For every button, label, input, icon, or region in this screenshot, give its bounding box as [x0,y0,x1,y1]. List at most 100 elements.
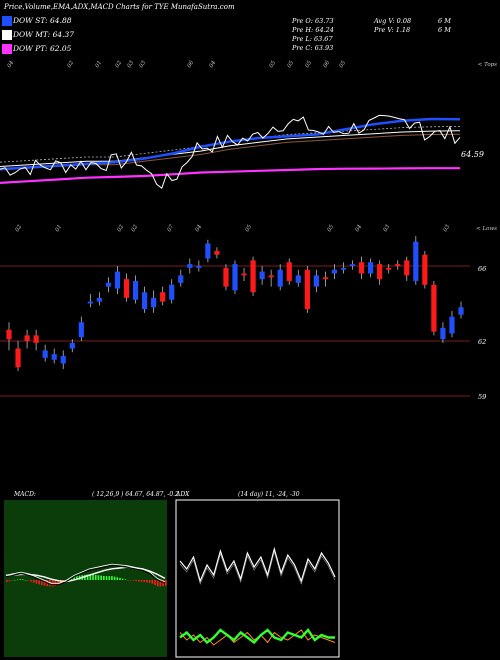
candle-body-31 [286,262,292,281]
legend-label-mt: DOW MT: 64.37 [13,30,75,39]
legend-label-pt: DOW PT: 62.05 [13,44,72,53]
candle-body-21 [196,266,202,268]
price-level-66: 66 [478,265,486,273]
legend-label-st: DOW ST: 64.88 [13,16,72,25]
legend-swatch-mt [2,30,12,40]
candle-body-0 [6,329,12,340]
panel2-date-label-1: 01 [55,224,64,233]
macd-line-highlight [5,563,166,584]
candle-body-17 [160,292,166,302]
candle-body-4 [42,350,48,358]
macd-hist-bar-36 [103,575,105,580]
candle-body-18 [169,284,175,300]
candle-body-49 [449,316,455,334]
legend-swatch-st [2,16,12,26]
macd-hist-bar-55 [154,580,156,586]
candle-body-13 [123,279,130,298]
panel2-right-label: < Lows [476,226,497,232]
candle-body-3 [33,335,39,343]
candle-body-30 [277,269,283,287]
macd-hist-bar-3 [14,579,16,581]
panel1-right-label: < Tops [478,62,497,68]
macd-hist-bar-56 [156,580,159,587]
st-line [0,117,461,171]
panel1-last-value: 64.59 [461,150,484,159]
panel1-date-label-10: 05 [305,60,314,69]
adx-line [179,546,336,583]
macd-hist-bar-42 [119,577,121,580]
macd-hist-bar-49 [138,580,140,582]
panel2-date-label-0: 02 [15,224,24,233]
macd-hist-bar-59 [165,580,167,586]
macd-hist-bar-20 [59,580,62,585]
macd-hist-bar-8 [27,580,30,581]
adx-series [179,546,336,646]
panel2-date-label-9: 03 [383,224,392,233]
panel1-date-label-11: 06 [323,60,332,69]
candle-body-42 [386,267,392,270]
stat-pre-close: Pre C: 63.93 [292,44,334,52]
legend-item-st: DOW ST: 64.88 [2,16,92,27]
candle-body-16 [151,297,157,308]
candle-body-36 [331,269,338,274]
macd-hist-bar-53 [148,580,151,583]
panel2-top-labels: 02 01 02 02 07 04 05 05 04 03 03 [15,224,452,233]
macd-hist-bar-52 [146,580,148,583]
stat-avg-volume: Avg V: 0.08 [374,17,412,25]
price-line [0,114,461,190]
stat-pre-high: Pre H: 64.24 [292,26,334,34]
candle-body-14 [132,281,139,300]
candle-body-46 [422,254,428,285]
price-level-59: 59 [478,393,486,401]
macd-label: MACD: [13,491,36,498]
macd-hist-bar-4 [16,579,19,581]
candle-body-26 [241,273,247,276]
candle-body-37 [340,267,347,270]
macd-hist-bar-50 [140,580,143,582]
macd-hist-bar-34 [97,575,100,580]
candle-body-6 [60,356,66,364]
candle-body-8 [78,322,84,338]
macd-hist-bar-43 [121,578,124,580]
panel2-date-label-10: 03 [443,224,452,233]
panel1-date-label-3: 02 [115,60,124,69]
candle-body-34 [313,275,319,287]
stat-volume-unit-1: 6 M [438,17,451,25]
macd-hist-bar-39 [111,576,113,580]
candle-body-15 [142,292,148,310]
legend-swatch-pt [2,44,12,54]
macd-hist-bar-33 [94,574,97,580]
macd-hist-bar-12 [38,580,40,585]
macd-hist-bar-29 [84,574,86,580]
macd-params: ( 12,26,9 ) 64.67, 64.87, -0.2 [92,491,179,498]
macd-hist-bar-47 [132,580,135,581]
candle-body-48 [440,327,446,340]
macd-hist-bar-10 [32,580,35,583]
candle-body-11 [105,282,112,287]
mt-line [0,130,461,167]
panel1-date-label-5: 03 [139,60,148,69]
panel1-date-label-7: 04 [209,60,218,69]
adx-panel-bg [175,499,340,658]
macd-hist-bar-13 [41,580,43,586]
candle-body-45 [413,241,419,281]
candle-body-35 [322,277,328,280]
candle-body-2 [24,335,30,341]
panel2-date-label-6: 05 [245,224,254,233]
candle-body-43 [395,264,401,266]
panel1-lines [0,114,461,190]
panel1-date-label-1: 02 [67,60,76,69]
macd-hist-bar-0 [6,580,8,582]
macd-hist-bar-51 [143,580,146,583]
macd-hist-bar-14 [43,580,46,586]
candlesticks [6,236,464,371]
candle-body-41 [377,264,383,280]
macd-hist-bar-5 [19,579,22,580]
macd-hist-bar-44 [124,579,127,580]
panel1-date-label-9: 05 [287,60,296,69]
macd-hist-bar-38 [108,576,111,580]
adx-label: ADX [175,491,190,498]
candle-body-10 [96,297,102,302]
candle-body-40 [368,262,374,274]
